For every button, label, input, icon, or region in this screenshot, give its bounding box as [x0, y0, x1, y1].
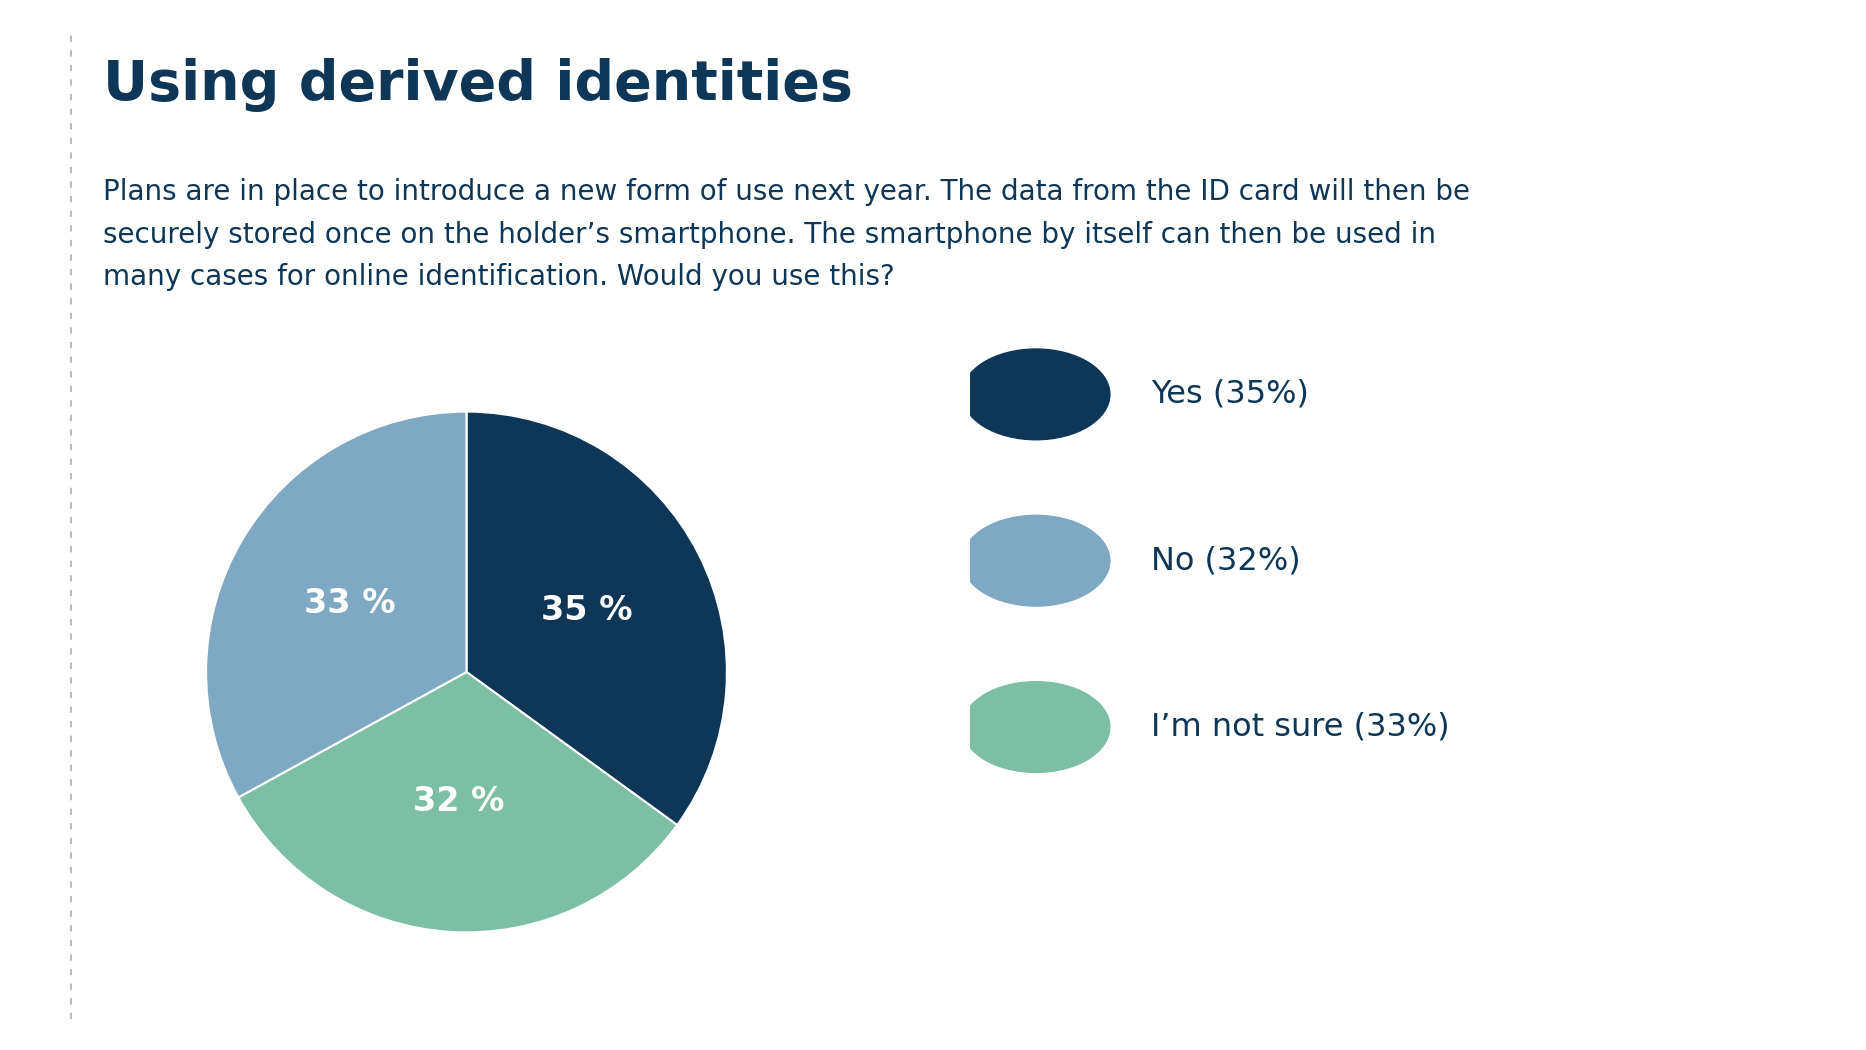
Wedge shape: [239, 672, 677, 932]
Text: 35 %: 35 %: [541, 594, 633, 627]
Circle shape: [963, 516, 1110, 606]
Wedge shape: [205, 412, 466, 797]
Text: 33 %: 33 %: [304, 587, 396, 620]
Text: I’m not sure (33%): I’m not sure (33%): [1151, 712, 1450, 742]
Text: Yes (35%): Yes (35%): [1151, 379, 1308, 410]
Text: Using derived identities: Using derived identities: [103, 58, 853, 111]
Wedge shape: [466, 412, 728, 825]
Circle shape: [963, 681, 1110, 773]
Text: Plans are in place to introduce a new form of use next year. The data from the I: Plans are in place to introduce a new fo…: [103, 178, 1470, 291]
Circle shape: [963, 349, 1110, 440]
Text: 32 %: 32 %: [412, 785, 504, 818]
Text: No (32%): No (32%): [1151, 545, 1301, 576]
